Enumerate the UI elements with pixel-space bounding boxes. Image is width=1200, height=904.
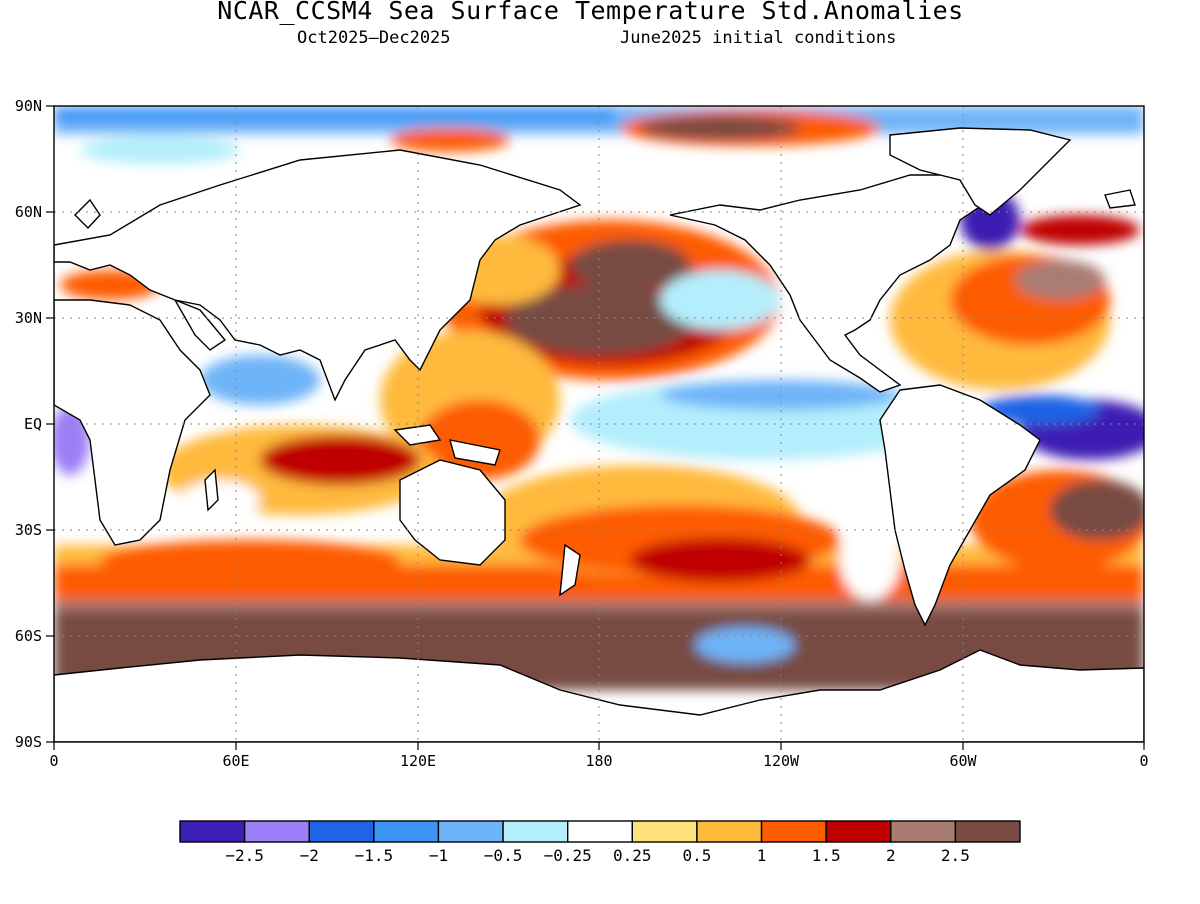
graticule [54,106,1144,742]
colorbar-tick-label: 0.25 [613,846,652,865]
colorbar-swatch [760,820,827,843]
forecast-period: Oct2025–Dec2025 [297,28,451,48]
lat-label: 60S [15,627,42,645]
colorbar-tick-label: −1.5 [355,846,394,865]
colorbar-swatch [696,820,763,843]
colorbar-labels: −2.5 −2 −1.5 −1 −0.5 −0.25 0.25 0.5 1 1.5 2 2.5 [225,846,969,865]
colorbar-legend [179,820,1021,843]
colorbar-tick-label: 1 [757,846,767,865]
sst-anomaly-field [54,106,1144,742]
colorbar-swatch [954,820,1021,843]
lon-axis-labels: 0 60E 120E 180 120W 60W 0 [49,752,1148,770]
colorbar-tick-label: 2 [886,846,896,865]
colorbar-swatch [243,820,310,843]
lon-label: 120E [400,752,436,770]
lat-label: 90S [15,733,42,751]
lat-label: 30S [15,521,42,539]
colorbar-swatch [631,820,698,843]
colorbar-swatch [890,820,957,843]
map-title: NCAR_CCSM4 Sea Surface Temperature Std.A… [217,0,964,25]
lon-label: 0 [49,752,58,770]
colorbar-tick-label: −2 [300,846,319,865]
colorbar-tick-label: −0.25 [544,846,592,865]
colorbar-swatch [308,820,375,843]
colorbar-tick-label: 1.5 [812,846,841,865]
lat-label: 90N [15,97,42,115]
lon-label: 0 [1139,752,1148,770]
continents [54,127,1144,742]
colorbar-tick-label: 0.5 [682,846,711,865]
axis-ticks [46,105,1145,750]
lat-label: EQ [24,415,42,433]
lat-axis-labels: 90N 60N 30N EQ 30S 60S 90S [15,97,42,751]
colorbar-swatch [373,820,440,843]
lon-label: 60W [949,752,977,770]
colorbar-swatch [437,820,504,843]
lon-label: 180 [585,752,612,770]
initial-conditions: June2025 initial conditions [620,28,897,48]
lon-label: 120W [763,752,800,770]
colorbar-swatch [179,820,246,843]
colorbar-tick-label: −1 [429,846,448,865]
colorbar-swatch [566,820,634,843]
colorbar-swatch [825,820,892,843]
colorbar-tick-label: −2.5 [225,846,264,865]
lat-label: 30N [15,309,42,327]
lon-label: 60E [222,752,249,770]
colorbar-tick-label: 2.5 [941,846,970,865]
colorbar-tick-label: −0.5 [484,846,523,865]
colorbar-swatch [502,820,569,843]
lat-label: 60N [15,203,42,221]
